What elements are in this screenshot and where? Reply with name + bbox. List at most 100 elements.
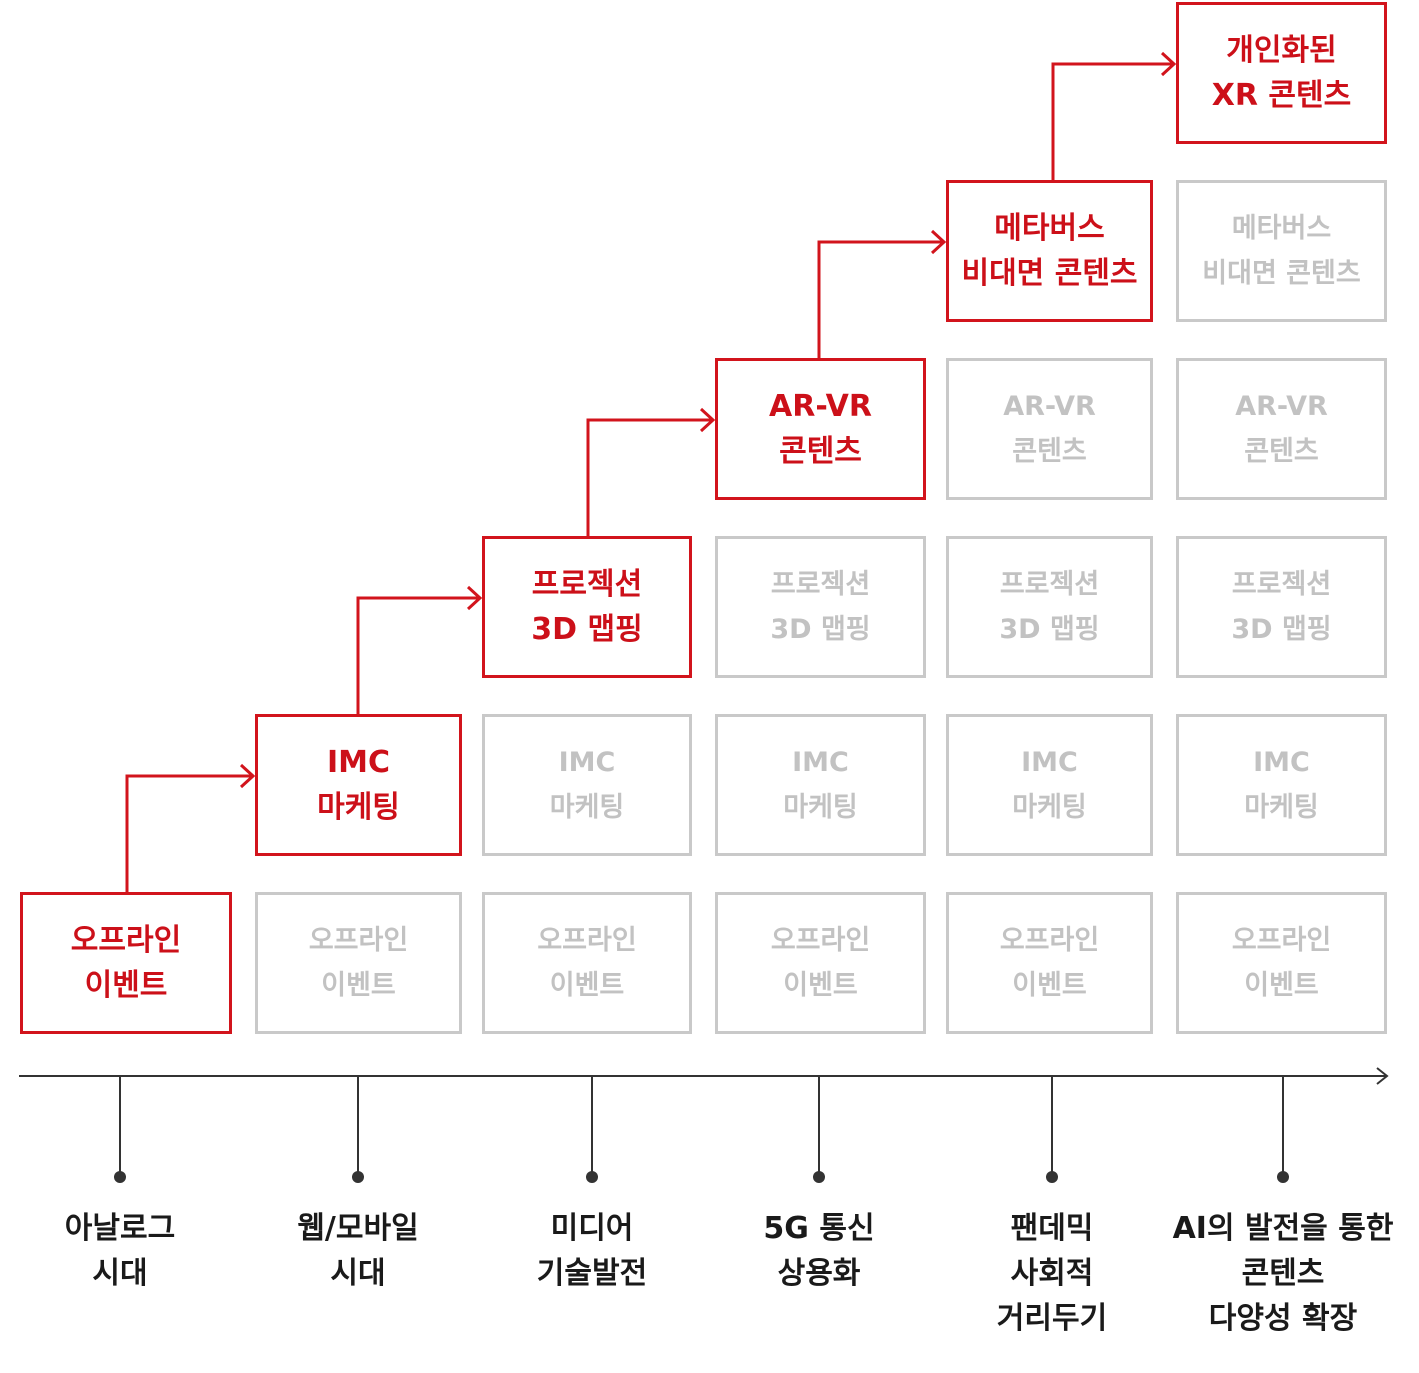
timeline-dot — [1277, 1171, 1289, 1183]
box-label-line: 오프라인 — [537, 925, 637, 956]
era-label-line: 미디어 — [550, 1211, 634, 1246]
box-label-line: 콘텐츠 — [779, 434, 862, 469]
box-label-line: 비대면 콘텐츠 — [1202, 258, 1361, 289]
box-label-line: 이벤트 — [321, 970, 396, 1001]
timeline-arrow-icon — [1376, 1067, 1389, 1085]
era-label: 5G 통신 상용화 — [689, 1206, 949, 1296]
box-label-line: 이벤트 — [84, 968, 168, 1003]
timeline-dot — [352, 1171, 364, 1183]
era-label-line: 사회적 — [1010, 1256, 1094, 1291]
box-label-line: IMC — [1021, 747, 1078, 778]
box-projection: 프로젝션 3D 맵핑 — [946, 536, 1153, 678]
box-label-line: 콘텐츠 — [1012, 436, 1087, 467]
box-label-line: 메타버스 — [994, 211, 1105, 246]
box-label-line: 마케팅 — [549, 792, 625, 823]
box-label-line: 3D 맵핑 — [1231, 614, 1332, 645]
milestone-box-projection: 프로젝션 3D 맵핑 — [482, 536, 692, 678]
era-label-line: 거리두기 — [996, 1301, 1108, 1336]
box-label-line: AR-VR — [1003, 391, 1096, 422]
era-label-line: 웹/모바일 — [297, 1211, 419, 1246]
box-projection: 프로젝션 3D 맵핑 — [1176, 536, 1387, 678]
era-label-line: 팬데믹 — [1010, 1211, 1094, 1246]
box-label-line: 오프라인 — [70, 923, 182, 958]
box-label-line: 메타버스 — [1231, 213, 1332, 244]
box-label-line: 오프라인 — [308, 925, 409, 956]
box-label-line: IMC — [1253, 747, 1310, 778]
box-label-line: 3D 맵핑 — [999, 614, 1100, 645]
box-label-line: 3D 맵핑 — [770, 614, 871, 645]
box-label-line: AR-VR — [1235, 391, 1328, 422]
box-label-line: 이벤트 — [549, 970, 625, 1001]
box-label-line: 이벤트 — [1012, 970, 1087, 1001]
box-imc: IMC 마케팅 — [715, 714, 926, 856]
box-arvr: AR-VR 콘텐츠 — [1176, 358, 1387, 500]
arrow-head-icon — [930, 229, 947, 255]
box-label-line: 마케팅 — [1012, 792, 1087, 823]
step-connector — [356, 596, 480, 714]
era-label-line: 콘텐츠 — [1241, 1256, 1325, 1291]
box-label-line: 프로젝션 — [770, 569, 871, 600]
box-label-line: 마케팅 — [1244, 792, 1319, 823]
step-connector — [125, 774, 253, 892]
era-label-line: 아날로그 — [64, 1211, 176, 1246]
timeline-dot — [114, 1171, 126, 1183]
arrow-head-icon — [1160, 51, 1177, 77]
box-label-line: 프로젝션 — [1231, 569, 1332, 600]
era-label-line: 5G 통신 — [763, 1211, 875, 1246]
box-label-line: 마케팅 — [317, 790, 400, 825]
box-label-line: 프로젝션 — [531, 567, 643, 602]
box-label-line: 프로젝션 — [999, 569, 1100, 600]
box-label-line: 비대면 콘텐츠 — [961, 256, 1138, 291]
box-label-line: IMC — [558, 747, 616, 778]
box-label-line: AR-VR — [769, 389, 872, 424]
box-label-line: 3D 맵핑 — [531, 612, 643, 647]
box-projection: 프로젝션 3D 맵핑 — [715, 536, 926, 678]
arrow-head-icon — [466, 585, 483, 611]
milestone-box-imc: IMC 마케팅 — [255, 714, 462, 856]
timeline-dot — [813, 1171, 825, 1183]
arrow-head-icon — [239, 763, 256, 789]
box-label-line: 오프라인 — [770, 925, 871, 956]
box-label-line: 이벤트 — [1244, 970, 1319, 1001]
timeline-dot — [1046, 1171, 1058, 1183]
arrow-head-icon — [699, 407, 716, 433]
box-label-line: IMC — [326, 745, 391, 780]
box-imc: IMC 마케팅 — [482, 714, 692, 856]
milestone-box-arvr: AR-VR 콘텐츠 — [715, 358, 926, 500]
box-label-line: XR 콘텐츠 — [1211, 78, 1352, 113]
step-connector — [817, 240, 944, 358]
milestone-box-xr: 개인화된 XR 콘텐츠 — [1176, 2, 1387, 144]
box-label-line: IMC — [792, 747, 849, 778]
timeline-dot — [586, 1171, 598, 1183]
box-label-line: 마케팅 — [783, 792, 858, 823]
box-imc: IMC 마케팅 — [1176, 714, 1387, 856]
era-label-line: 다양성 확장 — [1208, 1301, 1358, 1336]
box-label-line: 오프라인 — [1231, 925, 1332, 956]
era-label-line: 기술발전 — [536, 1256, 648, 1291]
step-connector — [586, 418, 713, 536]
box-arvr: AR-VR 콘텐츠 — [946, 358, 1153, 500]
box-imc: IMC 마케팅 — [946, 714, 1153, 856]
box-label-line: 오프라인 — [999, 925, 1100, 956]
era-label-line: 시대 — [330, 1256, 386, 1291]
era-label-line: 시대 — [92, 1256, 148, 1291]
era-label-line: AI의 발전을 통한 — [1172, 1211, 1394, 1246]
box-label-line: 개인화된 — [1226, 33, 1337, 68]
step-connector — [1051, 62, 1174, 180]
box-label-line: 이벤트 — [783, 970, 858, 1001]
box-label-line: 콘텐츠 — [1244, 436, 1319, 467]
